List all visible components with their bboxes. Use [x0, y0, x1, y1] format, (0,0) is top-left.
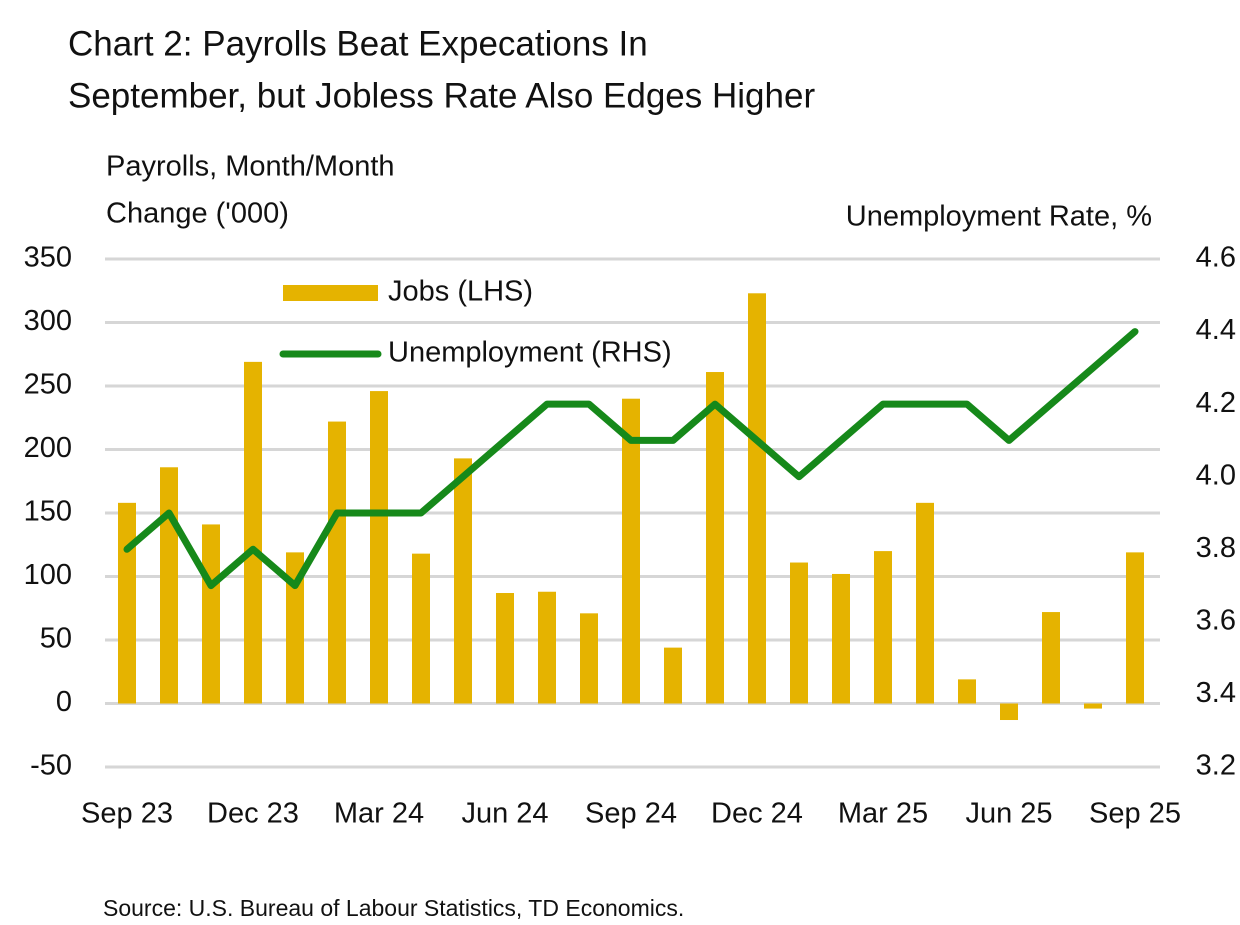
x-tick-label: Dec 23	[207, 798, 299, 830]
bar	[916, 502, 934, 704]
y2-tick-label: 4.2	[1196, 387, 1236, 419]
bar	[118, 502, 136, 704]
y-tick-label: 0	[56, 686, 72, 718]
y2-tick-label: 4.4	[1196, 314, 1236, 346]
line	[123, 328, 1139, 590]
bar	[496, 593, 514, 704]
y2-tick-label: 3.2	[1196, 750, 1236, 782]
bar	[706, 372, 724, 704]
x-tick-label: Sep 25	[1089, 798, 1181, 830]
bar	[580, 613, 598, 704]
y-axis-label: Payrolls, Month/Month	[106, 151, 395, 183]
x-tick-label: Dec 24	[711, 798, 803, 830]
y-tick-label: 250	[24, 369, 72, 401]
y-tick-label: 300	[24, 305, 72, 337]
chart-title: Chart 2: Payrolls Beat Expecations In	[68, 24, 648, 63]
y-tick-label: 50	[40, 623, 72, 655]
x-tick-label: Sep 23	[81, 798, 173, 830]
bar	[370, 391, 388, 704]
legend-label: Unemployment (RHS)	[388, 337, 672, 369]
bar	[328, 421, 346, 704]
bar	[958, 679, 976, 704]
y2-axis-label: Unemployment Rate, %	[846, 201, 1152, 233]
bar	[1084, 703, 1102, 709]
y2-tick-label: 3.4	[1196, 677, 1236, 709]
y2-tick-label: 3.8	[1196, 532, 1236, 564]
y-axis-label: Change ('000)	[106, 198, 289, 230]
bar	[622, 398, 640, 704]
x-tick-label: Jun 25	[965, 798, 1052, 830]
y-tick-label: 150	[24, 496, 72, 528]
bar	[1126, 552, 1144, 704]
bar	[412, 553, 430, 704]
x-tick-label: Mar 24	[334, 798, 424, 830]
bar	[874, 551, 892, 704]
x-tick-label: Jun 24	[461, 798, 548, 830]
bar	[748, 293, 766, 704]
bar	[160, 467, 178, 704]
y-tick-label: 350	[24, 242, 72, 274]
bar	[1042, 612, 1060, 704]
y-tick-label: 100	[24, 559, 72, 591]
bar	[664, 647, 682, 704]
y2-tick-label: 3.6	[1196, 605, 1236, 637]
bar	[790, 562, 808, 704]
x-tick-label: Sep 24	[585, 798, 677, 830]
bar	[538, 591, 556, 704]
x-tick-label: Mar 25	[838, 798, 928, 830]
legend-label: Jobs (LHS)	[388, 276, 533, 308]
y-tick-label: -50	[30, 750, 72, 782]
source: Source: U.S. Bureau of Labour Statistics…	[103, 895, 684, 921]
bar	[202, 524, 220, 704]
bar	[832, 573, 850, 704]
chart-title: September, but Jobless Rate Also Edges H…	[68, 76, 815, 115]
bar	[244, 361, 262, 704]
bar	[286, 552, 304, 704]
y2-tick-label: 4.6	[1196, 242, 1236, 274]
y-tick-label: 200	[24, 432, 72, 464]
legend-swatch	[283, 285, 378, 301]
y2-tick-label: 4.0	[1196, 459, 1236, 491]
bar	[1000, 703, 1018, 721]
bar	[454, 458, 472, 704]
